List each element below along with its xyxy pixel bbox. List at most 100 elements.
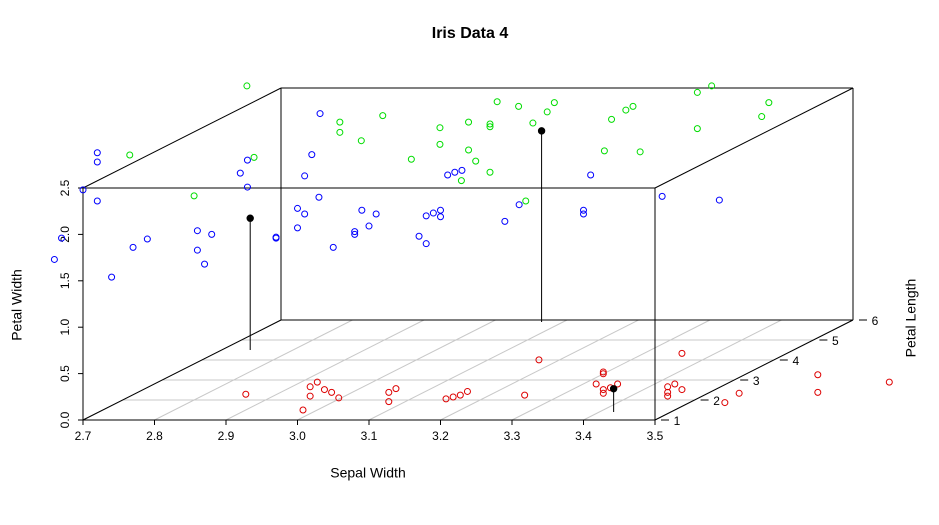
point bbox=[58, 234, 66, 242]
point bbox=[535, 356, 543, 364]
point bbox=[336, 118, 344, 126]
point bbox=[600, 147, 608, 155]
point bbox=[93, 149, 101, 157]
point bbox=[126, 151, 134, 159]
point bbox=[108, 273, 116, 281]
box-edge bbox=[654, 87, 854, 189]
point bbox=[301, 172, 309, 180]
point bbox=[486, 123, 494, 131]
y-tick-label: 6 bbox=[872, 314, 879, 328]
point bbox=[392, 385, 400, 393]
point bbox=[580, 210, 587, 218]
point bbox=[721, 399, 729, 407]
grid-line bbox=[511, 319, 711, 421]
point bbox=[246, 214, 254, 222]
point bbox=[415, 232, 423, 240]
point bbox=[143, 235, 151, 243]
point bbox=[320, 386, 328, 394]
point bbox=[599, 386, 607, 394]
z-tick-label: 0.5 bbox=[58, 365, 72, 382]
box-edge bbox=[82, 319, 282, 421]
point bbox=[472, 157, 480, 165]
point bbox=[693, 125, 701, 133]
point bbox=[486, 168, 494, 176]
point bbox=[357, 137, 365, 145]
point bbox=[735, 389, 743, 397]
point bbox=[814, 388, 822, 396]
point bbox=[358, 206, 366, 214]
point bbox=[599, 368, 607, 376]
point bbox=[444, 171, 452, 179]
point bbox=[550, 99, 558, 107]
point bbox=[814, 371, 822, 379]
point bbox=[543, 108, 551, 116]
point bbox=[193, 227, 201, 235]
point bbox=[515, 201, 523, 209]
point bbox=[758, 113, 766, 121]
z-tick-label: 1.0 bbox=[58, 319, 72, 336]
point bbox=[236, 169, 244, 177]
point bbox=[442, 395, 450, 403]
point bbox=[587, 171, 595, 179]
point bbox=[379, 112, 387, 120]
point bbox=[537, 127, 546, 135]
point bbox=[463, 387, 471, 395]
y-tick-label: 3 bbox=[753, 374, 760, 388]
point bbox=[493, 98, 501, 106]
point bbox=[599, 370, 607, 378]
point bbox=[715, 196, 723, 204]
x-tick-label: 3.0 bbox=[289, 429, 306, 443]
point bbox=[190, 192, 198, 200]
point bbox=[306, 392, 314, 400]
point bbox=[422, 212, 430, 220]
point bbox=[193, 246, 201, 254]
point bbox=[592, 380, 600, 388]
point bbox=[678, 349, 686, 357]
point bbox=[885, 378, 893, 386]
point bbox=[529, 119, 537, 127]
point bbox=[522, 197, 530, 205]
point bbox=[580, 206, 587, 214]
point bbox=[486, 120, 494, 128]
point bbox=[294, 204, 301, 212]
point bbox=[242, 390, 250, 398]
point bbox=[385, 398, 393, 406]
point bbox=[294, 224, 301, 232]
point bbox=[272, 233, 280, 241]
point bbox=[316, 110, 324, 118]
point bbox=[457, 177, 465, 185]
point bbox=[336, 128, 344, 136]
point bbox=[521, 391, 529, 399]
point bbox=[451, 168, 459, 176]
y-tick-label: 2 bbox=[713, 394, 720, 408]
point bbox=[329, 243, 337, 251]
point bbox=[351, 228, 359, 236]
point bbox=[351, 230, 359, 238]
point bbox=[79, 186, 87, 194]
point bbox=[515, 102, 523, 110]
grid-line bbox=[368, 319, 568, 421]
z-tick-label: 2.5 bbox=[58, 179, 72, 196]
point bbox=[501, 217, 509, 225]
point bbox=[664, 388, 672, 396]
grid-line bbox=[225, 319, 425, 421]
point bbox=[437, 213, 444, 221]
point bbox=[201, 260, 209, 268]
grid-line bbox=[297, 319, 496, 421]
point bbox=[422, 240, 430, 248]
point bbox=[708, 82, 716, 90]
point bbox=[407, 155, 415, 163]
y-tick-label: 5 bbox=[832, 334, 839, 348]
x-tick-label: 3.1 bbox=[361, 429, 378, 443]
point bbox=[436, 140, 444, 148]
point bbox=[93, 197, 101, 205]
point bbox=[456, 391, 464, 399]
point bbox=[614, 380, 622, 388]
point bbox=[465, 118, 473, 126]
x-tick-label: 2.9 bbox=[218, 429, 235, 443]
x-tick-label: 3.5 bbox=[647, 429, 664, 443]
point bbox=[243, 156, 251, 164]
point bbox=[301, 210, 309, 218]
point bbox=[664, 392, 672, 400]
